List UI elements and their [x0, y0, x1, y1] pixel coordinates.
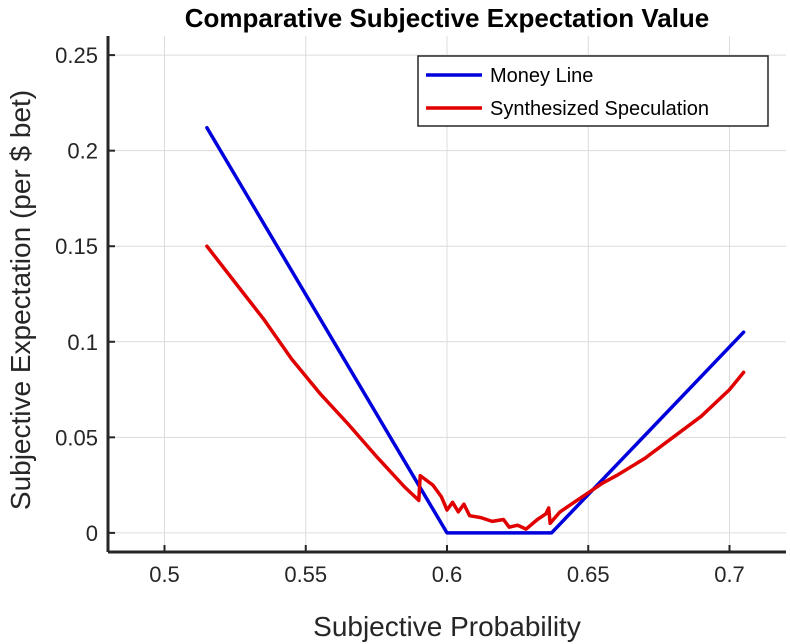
legend: Money Line Synthesized Speculation — [417, 55, 769, 127]
legend-entry-label: Money Line — [490, 65, 593, 87]
legend-entry-label: Synthesized Speculation — [490, 98, 709, 120]
y-axis-label: Subjective Expectation (per $ bet) — [5, 90, 36, 510]
y-tick-label: 0.25 — [55, 43, 98, 68]
tick-labels: 0.5 0.55 0.6 0.65 0.7 0 0.05 0.1 0.15 0.2 0.25 — [55, 43, 745, 587]
y-tick-label: 0 — [86, 521, 98, 546]
x-tick-label: 0.65 — [567, 562, 610, 587]
x-tick-label: 0.5 — [149, 562, 180, 587]
x-tick-label: 0.7 — [714, 562, 745, 587]
axes — [106, 36, 786, 554]
y-tick-label: 0.15 — [55, 234, 98, 259]
series-line-1 — [205, 125, 746, 535]
x-axis-label: Subjective Probability — [313, 611, 581, 642]
y-tick-label: 0.1 — [67, 330, 98, 355]
legend-box — [417, 55, 769, 127]
x-tick-label: 0.6 — [432, 562, 463, 587]
x-tick-label: 0.55 — [284, 562, 327, 587]
y-tick-label: 0.2 — [67, 139, 98, 164]
series-line-2 — [205, 244, 746, 531]
y-tick-label: 0.05 — [55, 425, 98, 450]
chart-title: Comparative Subjective Expectation Value — [185, 3, 710, 33]
series-lines — [205, 125, 746, 535]
